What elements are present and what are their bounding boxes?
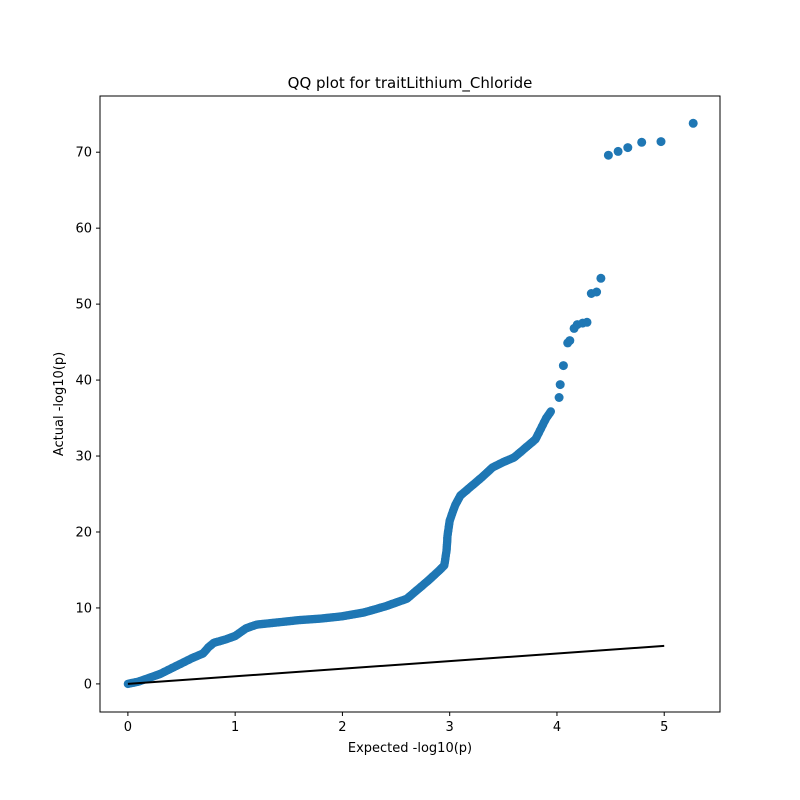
chart-title: QQ plot for traitLithium_Chloride	[288, 74, 533, 93]
data-point	[592, 287, 602, 297]
plot-frame	[99, 95, 721, 713]
y-tick-label: 70	[75, 146, 92, 161]
data-point	[565, 336, 575, 346]
data-point	[582, 317, 592, 327]
y-tick-label: 30	[75, 450, 92, 465]
data-points-layer	[123, 118, 698, 689]
x-tick-label: 5	[660, 720, 668, 735]
data-point	[613, 146, 623, 156]
x-ticks-layer: 0 1 2 3 4 5	[124, 712, 668, 735]
data-point	[637, 137, 647, 147]
y-tick-label: 60	[75, 222, 92, 237]
x-axis-label: Expected -log10(p)	[348, 741, 472, 756]
data-point	[558, 361, 568, 371]
y-tick-label: 50	[75, 298, 92, 313]
x-tick-label: 2	[338, 720, 346, 735]
data-point	[555, 380, 565, 390]
x-tick-label: 0	[124, 720, 132, 735]
y-tick-label: 40	[75, 374, 92, 389]
reference-line	[127, 644, 665, 685]
data-point	[554, 393, 564, 402]
y-tick-label: 10	[75, 601, 92, 616]
y-tick-label: 0	[84, 677, 92, 692]
data-point	[596, 273, 606, 283]
data-point	[546, 407, 555, 416]
y-ticks-layer: 0 10 20 30 40 50 60 70	[75, 146, 100, 692]
y-tick-label: 20	[75, 525, 92, 540]
x-tick-label: 3	[446, 720, 454, 735]
data-point	[603, 150, 613, 160]
data-point	[623, 143, 633, 153]
y-axis-label: Actual -log10(p)	[52, 352, 67, 456]
x-tick-label: 4	[553, 720, 561, 735]
reference-line-layer	[127, 644, 665, 685]
data-point	[656, 137, 666, 147]
data-point	[688, 118, 698, 128]
x-tick-label: 1	[231, 720, 239, 735]
